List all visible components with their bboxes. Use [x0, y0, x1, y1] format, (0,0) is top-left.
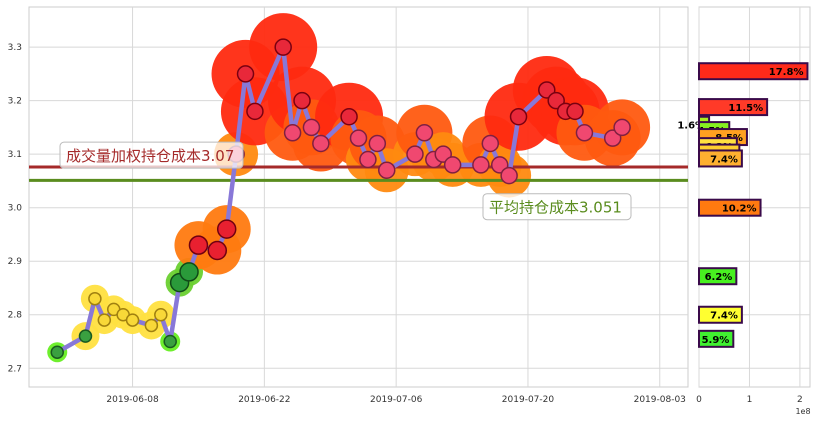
x-tick-label: 2019-06-22	[238, 395, 290, 405]
fruit-marker	[349, 129, 368, 147]
main-axis-ticks: 2019-06-08 2019-06-22 2019-07-06 2019-07-20…	[8, 43, 686, 405]
y-tick-label: 2.8	[8, 311, 23, 321]
distribution-bar	[698, 98, 769, 117]
fruit-marker	[78, 329, 93, 343]
fruit-marker	[293, 91, 311, 110]
fruit-marker	[88, 291, 102, 306]
fruit-marker	[302, 118, 321, 137]
y-tick-label: 3.2	[8, 97, 22, 107]
distribution-bar-label: 17.8%	[769, 67, 804, 78]
average-cost-label: 平均持仓成本3.051	[489, 199, 622, 217]
fruit-marker	[154, 307, 168, 322]
y-tick-label: 3.0	[8, 204, 23, 214]
fruit-marker	[283, 124, 302, 142]
fruit-marker	[359, 150, 377, 169]
fruit-marker	[415, 124, 434, 142]
fruit-marker	[340, 107, 358, 126]
distribution-bar-label: 7.4%	[710, 154, 738, 165]
fruit-marker	[207, 240, 228, 261]
fruit-marker	[236, 65, 255, 83]
fruit-marker	[246, 102, 264, 121]
distribution-bar-label: 10.2%	[722, 204, 757, 215]
distribution-bar	[698, 62, 809, 81]
fruit-marker	[406, 145, 424, 163]
distribution-bar-label: 7.4%	[710, 311, 738, 322]
distribution-x-tick-label: 2	[797, 395, 803, 405]
x-tick-label: 2019-07-20	[502, 395, 555, 405]
x-tick-label: 2019-07-06	[370, 395, 423, 405]
x-tick-label: 2019-08-03	[634, 395, 686, 405]
fruit-marker	[613, 118, 631, 137]
distribution-bar	[698, 198, 762, 217]
distribution-bar	[698, 149, 743, 168]
distribution-bar	[698, 329, 735, 348]
fruit-marker	[179, 262, 199, 282]
fruit-marker	[472, 156, 490, 174]
fruit-marker	[509, 107, 528, 126]
distribution-bars: 17.8%11.5%1.6%4.5%8.5%6.3%7.0%7.4%10.2%6…	[677, 62, 809, 348]
y-tick-label: 2.7	[8, 364, 22, 374]
y-tick-label: 3.3	[8, 43, 22, 53]
distribution-x-tick-label: 0	[696, 395, 702, 405]
fruit-marker	[97, 313, 112, 327]
distribution-offset-label: 1e8	[795, 407, 810, 416]
distribution-x-tick-label: 1	[747, 395, 753, 405]
fruit-marker	[216, 219, 237, 239]
fruit-marker	[500, 166, 518, 185]
distribution-bar-label: 1.6%	[677, 121, 705, 132]
fruit-marker	[144, 318, 159, 333]
fruit-marker	[575, 124, 594, 142]
distribution-bar-label: 6.2%	[705, 272, 733, 283]
fruit-marker	[312, 134, 330, 153]
fruit-marker	[125, 313, 140, 327]
fruit-marker	[274, 38, 292, 56]
distribution-bar	[698, 305, 743, 324]
distribution-bar-label: 5.9%	[702, 335, 730, 346]
fruit-marker	[188, 235, 209, 255]
distribution-bar	[698, 267, 738, 286]
fruit-marker	[443, 156, 462, 174]
y-tick-label: 2.9	[8, 257, 23, 267]
distribution-bar-label: 11.5%	[728, 103, 763, 114]
cost-labels: 成交量加权持仓成本3.07 平均持仓成本3.051	[59, 141, 632, 221]
fruit-marker	[50, 345, 64, 359]
y-tick-label: 3.1	[8, 150, 22, 160]
distribution-axis-ticks: 0 1 2 1e8	[696, 395, 810, 416]
fruit-marker	[566, 102, 584, 121]
weighted-cost-label-box	[59, 141, 244, 169]
fruit-marker	[377, 161, 396, 179]
fruit-marker	[163, 334, 177, 349]
fruit-marker	[481, 134, 500, 153]
fruit-marker	[368, 134, 387, 153]
x-tick-label: 2019-06-08	[106, 395, 159, 405]
weighted-cost-label: 成交量加权持仓成本3.07	[66, 147, 234, 165]
average-cost-label-box	[482, 193, 632, 221]
